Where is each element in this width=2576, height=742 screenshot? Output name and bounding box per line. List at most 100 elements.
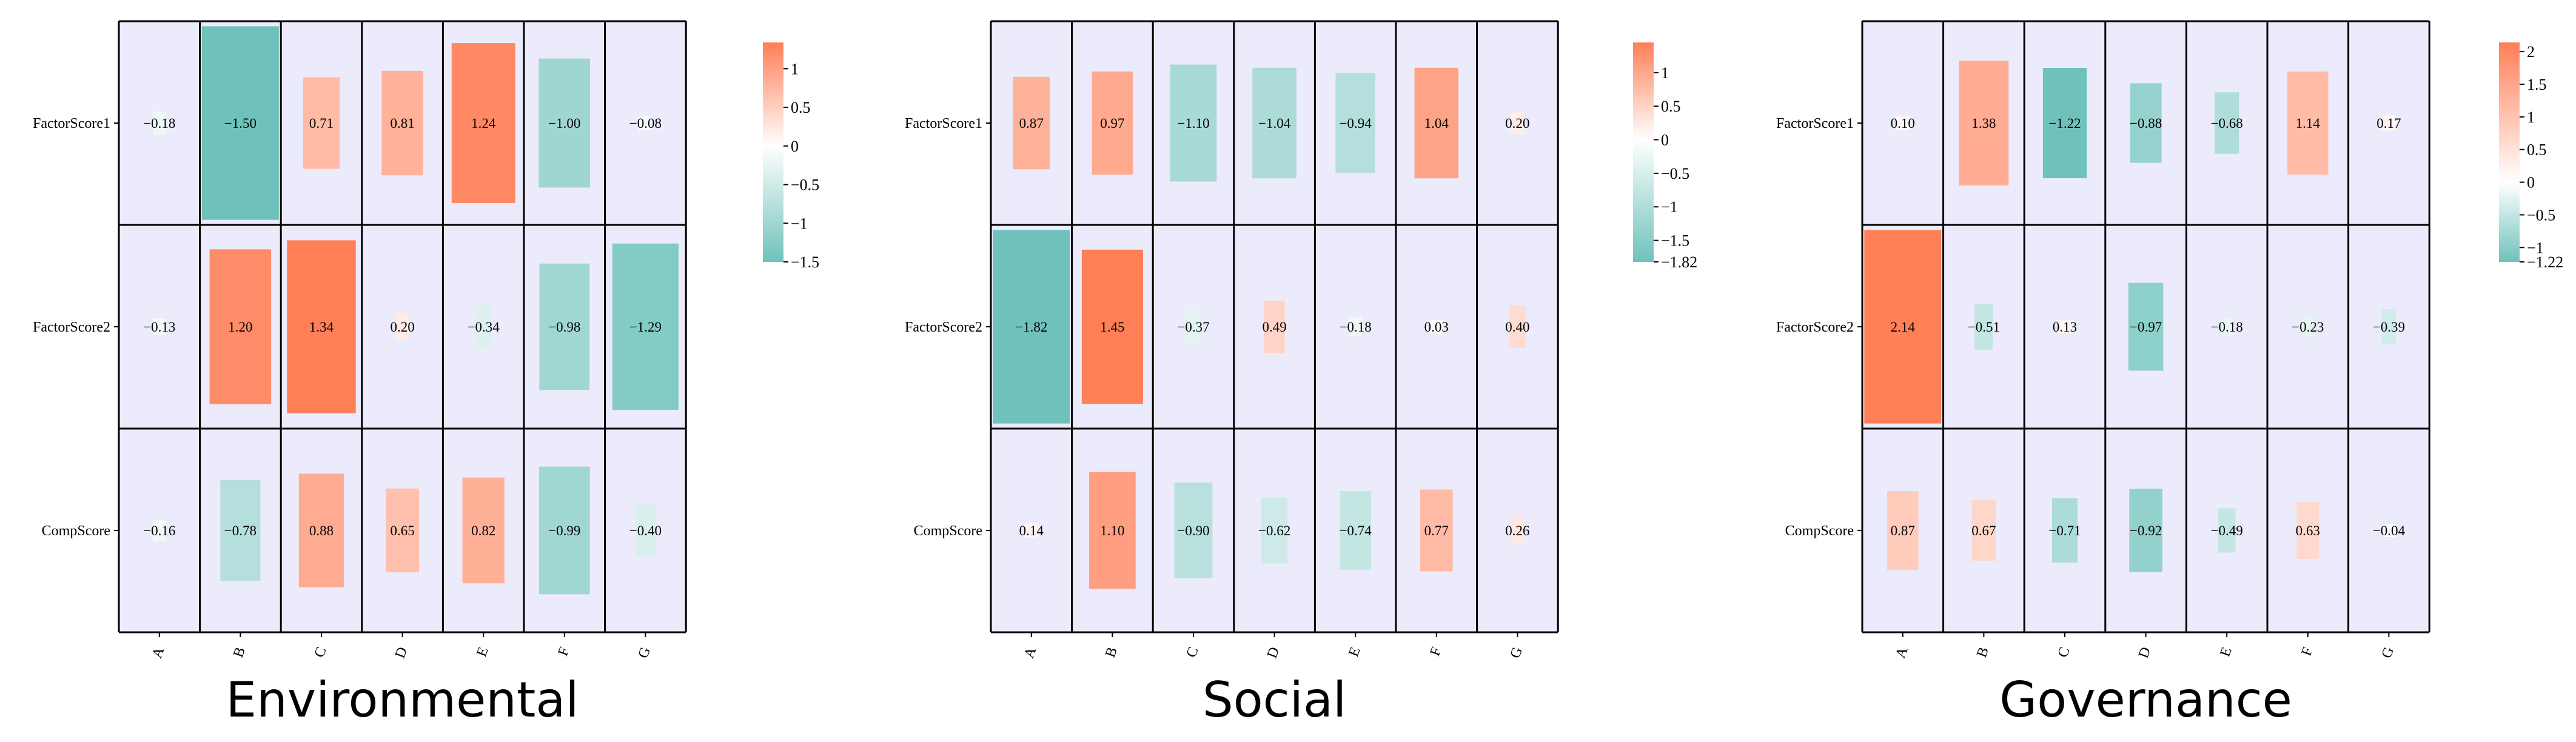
x-tick-label: B bbox=[1974, 645, 1992, 660]
cell-value-label: 0.63 bbox=[2296, 523, 2320, 538]
cell-value-label: 0.71 bbox=[309, 116, 334, 131]
y-tick-label: CompScore bbox=[1785, 523, 1854, 539]
cell-value-label: −1.50 bbox=[224, 116, 257, 131]
x-tick-label: E bbox=[474, 645, 491, 659]
cell-bar-compscore-c bbox=[1174, 483, 1213, 578]
cell-value-label: −0.98 bbox=[548, 319, 580, 335]
cell-bar-factorscore2-a bbox=[152, 318, 166, 335]
heatmap-panel-governance: 0.10 1.38 −1.22 −0.88 −0.68 1.14 0.172.14 −0.51… bbox=[1776, 20, 2563, 728]
x-tick-label: C bbox=[312, 645, 330, 660]
colorbar bbox=[2499, 42, 2520, 262]
colorbar-tick-label: −1.5 bbox=[791, 253, 819, 271]
cell-bar-factorscore1-a bbox=[1013, 76, 1050, 170]
y-tick-label: CompScore bbox=[914, 523, 982, 539]
y-tick-label: FactorScore2 bbox=[33, 319, 110, 335]
heatmap-panel-environmental: −0.18 −1.50 0.71 0.81 1.24 −1.00 −0.08−0.13 1.2… bbox=[33, 20, 819, 728]
cell-bar-factorscore1-f bbox=[538, 58, 591, 188]
cell-bar-factorscore1-d bbox=[1252, 67, 1296, 179]
x-tick-label: D bbox=[392, 645, 411, 660]
cell-value-label: 0.81 bbox=[390, 116, 414, 131]
cell-bar-compscore-b bbox=[1089, 472, 1136, 589]
cell-value-label: 0.14 bbox=[1019, 523, 1044, 538]
cell-bar-factorscore1-g bbox=[2382, 115, 2396, 131]
y-tick-label: FactorScore2 bbox=[905, 319, 982, 335]
x-tick-label: C bbox=[2055, 645, 2073, 660]
colorbar-tick-label: −0.5 bbox=[2527, 206, 2555, 224]
cell-bar-factorscore2-a bbox=[1864, 230, 1942, 424]
cell-value-label: −0.18 bbox=[143, 116, 175, 131]
cell-value-label: −0.40 bbox=[629, 523, 662, 538]
cell-value-label: 0.97 bbox=[1100, 116, 1124, 131]
cell-bar-factorscore1-d bbox=[2130, 83, 2162, 163]
cell-value-label: 0.88 bbox=[309, 523, 334, 538]
cell-bar-factorscore2-b bbox=[1081, 249, 1143, 404]
cell-value-label: −0.94 bbox=[1340, 116, 1372, 131]
cell-bar-factorscore2-g bbox=[612, 243, 679, 410]
cell-value-label: 0.20 bbox=[1505, 116, 1529, 131]
cell-bar-compscore-a bbox=[1887, 491, 1919, 570]
colorbar-tick-label: 0.5 bbox=[1661, 98, 1681, 115]
cell-value-label: 0.26 bbox=[1505, 523, 1529, 538]
cell-value-label: −1.04 bbox=[1258, 116, 1291, 131]
colorbar bbox=[763, 42, 783, 262]
cell-value-label: −1.82 bbox=[1015, 319, 1047, 335]
cell-value-label: 1.38 bbox=[1971, 116, 1996, 131]
cell-bar-factorscore1-c bbox=[303, 77, 340, 169]
cell-bar-compscore-e bbox=[1340, 491, 1372, 570]
x-tick-label: B bbox=[230, 645, 249, 660]
cell-bar-compscore-b bbox=[1971, 500, 1996, 561]
colorbar-tick-label: 1 bbox=[1661, 64, 1669, 82]
cell-bar-compscore-e bbox=[462, 477, 505, 584]
cell-bar-factorscore1-b bbox=[201, 26, 279, 220]
cell-value-label: −0.71 bbox=[2048, 523, 2081, 538]
cell-value-label: −1.00 bbox=[548, 116, 580, 131]
cell-value-label: 1.20 bbox=[228, 319, 252, 335]
colorbar-tick-label: −1 bbox=[791, 215, 808, 232]
x-tick-label: C bbox=[1184, 645, 1202, 660]
cell-value-label: −0.90 bbox=[1177, 523, 1209, 538]
x-tick-label: F bbox=[1427, 645, 1444, 658]
cell-value-label: −0.99 bbox=[548, 523, 580, 538]
cell-bar-factorscore2-g bbox=[1509, 305, 1526, 349]
x-tick-label: D bbox=[1264, 645, 1283, 660]
cell-bar-compscore-b bbox=[220, 480, 261, 581]
cell-bar-compscore-g bbox=[635, 504, 656, 556]
cell-value-label: 0.20 bbox=[390, 319, 414, 335]
x-tick-label: E bbox=[2217, 645, 2235, 659]
colorbar-tick-label: 0.5 bbox=[791, 99, 811, 116]
cell-value-label: 0.17 bbox=[2376, 116, 2401, 131]
colorbar-tick-label: 2 bbox=[2527, 43, 2535, 61]
y-tick-label: FactorScore1 bbox=[1776, 116, 1854, 132]
cell-bar-compscore-c bbox=[298, 473, 344, 587]
cell-bar-factorscore2-d bbox=[395, 313, 409, 340]
x-tick-label: A bbox=[1021, 645, 1040, 661]
colorbar-tick-label: 0 bbox=[791, 138, 799, 155]
cell-bar-factorscore1-g bbox=[1511, 112, 1524, 134]
cell-value-label: −0.62 bbox=[1258, 523, 1290, 538]
cell-bar-compscore-d bbox=[2129, 489, 2162, 572]
y-tick-label: FactorScore2 bbox=[1776, 319, 1854, 335]
cell-value-label: −1.22 bbox=[2048, 116, 2081, 131]
colorbar-tick-label: 1 bbox=[791, 60, 799, 78]
cell-bar-compscore-c bbox=[2051, 498, 2078, 563]
cell-bar-factorscore1-e bbox=[1335, 73, 1375, 173]
cell-bar-compscore-a bbox=[152, 520, 166, 541]
cell-value-label: 0.03 bbox=[1424, 319, 1449, 335]
cell-value-label: −0.39 bbox=[2373, 319, 2405, 335]
cell-value-label: −0.34 bbox=[468, 319, 500, 335]
x-tick-label: F bbox=[2298, 645, 2316, 658]
colorbar-tick-label: 1.5 bbox=[2527, 76, 2547, 93]
cell-value-label: 2.14 bbox=[1891, 319, 1916, 335]
cell-value-label: −0.37 bbox=[1177, 319, 1209, 335]
x-tick-label: E bbox=[1346, 645, 1363, 659]
cell-value-label: −0.51 bbox=[1968, 319, 2000, 335]
cell-bar-factorscore1-g bbox=[639, 116, 652, 130]
cell-value-label: 0.49 bbox=[1262, 319, 1286, 335]
x-tick-label: A bbox=[1893, 645, 1911, 661]
cell-value-label: 0.65 bbox=[390, 523, 414, 538]
cell-bar-factorscore2-g bbox=[2381, 309, 2396, 345]
cell-value-label: 1.10 bbox=[1100, 523, 1124, 538]
cell-bar-compscore-f bbox=[1420, 489, 1453, 572]
cell-bar-factorscore2-a bbox=[993, 230, 1070, 424]
